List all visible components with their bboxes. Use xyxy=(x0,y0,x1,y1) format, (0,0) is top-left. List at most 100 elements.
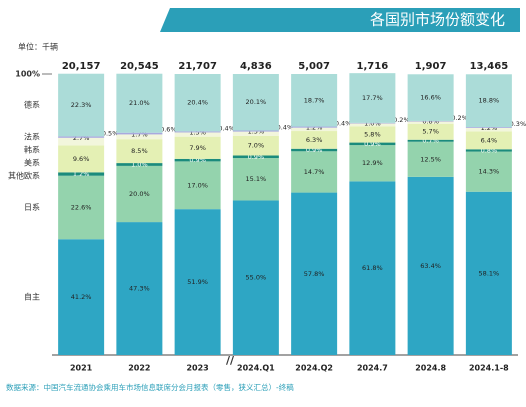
bar-segment xyxy=(174,132,221,137)
value-label: 57.8% xyxy=(304,270,325,278)
value-label: 20.0% xyxy=(129,190,150,198)
value-label: 18.7% xyxy=(304,96,325,104)
legend-label: 韩系 xyxy=(24,145,40,155)
axis-break: // xyxy=(226,354,235,367)
bar-segment xyxy=(349,145,396,182)
total-label: 21,707 xyxy=(178,61,217,72)
bar-segment xyxy=(349,142,396,146)
value-label: 6.3% xyxy=(306,136,323,144)
bar-segment xyxy=(291,151,338,193)
value-label: 0.5% xyxy=(102,129,119,137)
bar-segment xyxy=(349,123,396,127)
bar-segment xyxy=(58,145,105,173)
value-label: 55.0% xyxy=(246,274,267,282)
value-label: 14.7% xyxy=(304,168,325,176)
bar-segment xyxy=(174,209,221,355)
bar-segment xyxy=(465,127,512,132)
value-label: 22.3% xyxy=(71,101,92,109)
value-label: 20.4% xyxy=(187,99,208,107)
y-tick-label: 100% xyxy=(15,70,40,79)
bar-segment xyxy=(349,126,396,143)
value-label: 12.5% xyxy=(420,155,441,163)
bar-segment xyxy=(232,74,279,131)
bar-segment xyxy=(58,136,105,138)
value-label: 5.8% xyxy=(364,130,381,138)
bar-segment xyxy=(116,139,163,164)
value-label: 47.3% xyxy=(129,285,150,293)
x-tick-label: 2024.Q2 xyxy=(295,364,333,373)
value-label: 61.8% xyxy=(362,264,383,272)
value-label: 20.1% xyxy=(246,98,267,106)
bar-segment xyxy=(232,158,279,201)
bar-segment xyxy=(407,123,454,140)
x-tick-label: 2023 xyxy=(186,364,208,373)
bar-segment xyxy=(465,151,512,192)
bar-segment xyxy=(58,172,105,176)
value-label: 0.3% xyxy=(510,120,526,128)
value-label: 7.0% xyxy=(248,142,265,150)
value-label: 0.8% xyxy=(481,146,498,154)
bar-segment xyxy=(407,141,454,177)
x-tick-label: 2024.Q1 xyxy=(237,364,275,373)
value-label: 17.0% xyxy=(187,181,208,189)
bar-segment xyxy=(174,136,221,159)
value-label: 9.6% xyxy=(73,155,90,163)
value-label: 15.1% xyxy=(246,175,267,183)
title-banner xyxy=(160,8,520,32)
bar-segment xyxy=(465,191,512,355)
value-label: 18.8% xyxy=(479,97,500,105)
bar-segment xyxy=(291,192,338,355)
value-label: 0.6% xyxy=(160,126,177,134)
value-label: 0.9% xyxy=(189,156,206,164)
bar-segment xyxy=(291,126,338,128)
value-label: 1.2% xyxy=(73,170,90,178)
value-label: 6.4% xyxy=(481,136,498,144)
value-label: 58.1% xyxy=(479,269,500,277)
bar-segment xyxy=(58,73,105,137)
value-label: 8.5% xyxy=(131,147,148,155)
legend-label: 德系 xyxy=(24,100,40,110)
value-label: 51.9% xyxy=(187,278,208,286)
bar-segment xyxy=(465,74,512,128)
value-label: 17.7% xyxy=(362,94,383,102)
bar-segment xyxy=(232,200,279,355)
value-label: 0.7% xyxy=(422,137,439,145)
bar-segment xyxy=(465,149,512,152)
bar-segment xyxy=(116,73,163,133)
x-tick-label: 2021 xyxy=(70,364,93,373)
bar-segment xyxy=(291,127,338,132)
source-note: 数据来源：中国汽车流通协会乘用车市场信息联席分会月报表（零售，狭义汇总）-终稿 xyxy=(6,382,294,392)
bar-segment xyxy=(407,120,454,122)
bar-segment xyxy=(407,176,454,355)
bar-segment xyxy=(407,74,454,121)
bar-segment xyxy=(116,163,163,166)
unit-label: 单位：千辆 xyxy=(18,42,58,52)
bar-segment xyxy=(349,181,396,355)
value-label: 1.0% xyxy=(131,160,148,168)
value-label: 63.4% xyxy=(420,262,441,270)
legend-label: 其他欧系 xyxy=(8,171,40,181)
value-label: 12.9% xyxy=(362,159,383,167)
total-label: 5,007 xyxy=(298,61,330,72)
value-label: 16.6% xyxy=(420,94,441,102)
value-label: 7.9% xyxy=(189,144,206,152)
bar-segment xyxy=(465,131,512,150)
value-label: 0.9% xyxy=(248,153,265,161)
bar-segment xyxy=(407,139,454,142)
value-label: 21.0% xyxy=(129,99,150,107)
bar-segment xyxy=(116,165,163,223)
x-tick-label: 2024.1-8 xyxy=(469,364,509,373)
bar-segment xyxy=(116,132,163,135)
bar-segment xyxy=(174,131,221,133)
bar-segment xyxy=(58,239,105,355)
bar-segment xyxy=(174,161,221,210)
value-label: 0.4% xyxy=(277,123,294,131)
legend-label: 法系 xyxy=(24,132,40,142)
bar-segment xyxy=(116,222,163,355)
bar-segment xyxy=(407,121,454,124)
bar-segment xyxy=(174,158,221,162)
total-label: 1,716 xyxy=(357,61,389,72)
x-tick-label: 2022 xyxy=(128,364,150,373)
value-label: 0.9% xyxy=(306,146,323,154)
